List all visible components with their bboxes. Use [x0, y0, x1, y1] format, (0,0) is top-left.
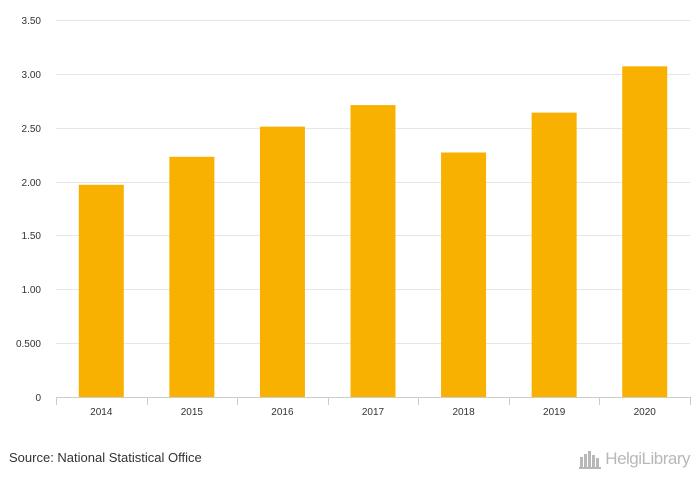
y-tick-label: 0 — [35, 393, 41, 404]
y-tick-label: 2.50 — [22, 124, 42, 135]
bar-2015 — [169, 156, 215, 397]
bars — [78, 66, 668, 398]
bar-2018 — [441, 152, 487, 397]
y-tick-label: 1.00 — [22, 285, 42, 296]
y-tick-label: 1.50 — [22, 231, 42, 242]
bar-2019 — [531, 112, 577, 398]
bar-2020 — [622, 66, 668, 398]
x-axis: 2014 2015 2016 2017 2018 2019 2020 — [56, 397, 691, 418]
y-tick-label: 3.50 — [22, 16, 42, 27]
y-axis-ticks: 0 0.500 1.00 1.50 2.00 2.50 3.00 3.50 — [16, 16, 41, 404]
building-icon — [579, 451, 602, 469]
source-note: Source: National Statistical Office — [9, 450, 202, 465]
y-tick-label: 2.00 — [22, 178, 42, 189]
x-tick-label: 2014 — [90, 407, 113, 418]
brand-name: HelgiLibrary — [605, 449, 690, 468]
x-tick-label: 2020 — [634, 407, 657, 418]
y-tick-label: 0.500 — [16, 339, 41, 350]
bar-2014 — [78, 184, 124, 397]
x-tick-label: 2019 — [543, 407, 566, 418]
x-tick-label: 2016 — [271, 407, 294, 418]
x-tick-label: 2018 — [452, 407, 475, 418]
brand-logo: HelgiLibrary — [579, 447, 690, 471]
bar-2017 — [350, 105, 396, 397]
x-tick-label: 2015 — [181, 407, 204, 418]
x-tick-label: 2017 — [362, 407, 385, 418]
y-tick-label: 3.00 — [22, 70, 42, 81]
bar-2016 — [259, 126, 305, 397]
